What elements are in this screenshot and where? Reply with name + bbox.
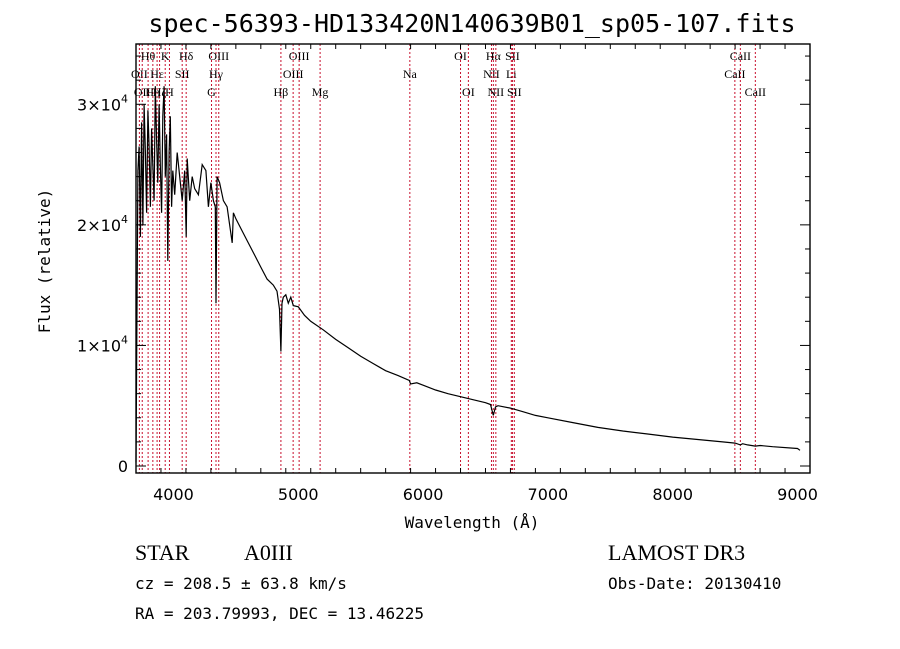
line-label-3: Hη bbox=[145, 85, 160, 99]
coordinates: RA = 203.79993, DEC = 13.46225 bbox=[135, 604, 424, 623]
chart-title: spec-56393-HD133420N140639B01_sp05-107.f… bbox=[148, 9, 795, 38]
line-label-7: H bbox=[165, 85, 174, 99]
obs-date: Obs-Date: 20130410 bbox=[608, 574, 781, 593]
x-tick-label-8000: 8000 bbox=[652, 485, 693, 504]
x-tick-label-4000: 4000 bbox=[153, 485, 194, 504]
line-label-17: Na bbox=[403, 67, 418, 81]
line-label-0: OII bbox=[131, 67, 148, 81]
x-axis-ticks: 4000 5000 6000 7000 8000 9000 bbox=[135, 44, 818, 504]
redshift-info: cz = 208.5 ± 63.8 km/s bbox=[135, 574, 347, 593]
line-label-15: OIII bbox=[289, 49, 310, 63]
x-tick-label-5000: 5000 bbox=[278, 485, 319, 504]
y-tick-mantissa-3: 3×10 bbox=[77, 95, 121, 114]
y-tick-mantissa-2: 2×10 bbox=[77, 216, 121, 235]
y-tick-label-2: 2×104 bbox=[77, 213, 128, 235]
line-label-18: OI bbox=[454, 49, 467, 63]
line-label-19: OI bbox=[462, 85, 475, 99]
x-axis-label: Wavelength (Å) bbox=[405, 513, 540, 532]
survey-name: LAMOST DR3 bbox=[608, 540, 745, 565]
y-tick-mantissa-1: 1×10 bbox=[77, 336, 121, 355]
flux-series-line bbox=[135, 86, 801, 463]
plot-frame bbox=[135, 43, 811, 474]
x-tick-label-7000: 7000 bbox=[528, 485, 569, 504]
line-label-21: Hα bbox=[486, 49, 502, 63]
line-label-1: OII bbox=[134, 85, 151, 99]
line-label-28: CaII bbox=[745, 85, 766, 99]
x-tick-label-9000: 9000 bbox=[777, 485, 818, 504]
object-type: STAR bbox=[135, 540, 190, 565]
y-tick-exponent-2: 4 bbox=[121, 213, 128, 226]
line-label-12: OIII bbox=[208, 49, 229, 63]
line-label-4: Hε bbox=[150, 67, 164, 81]
line-label-10: G bbox=[207, 85, 216, 99]
line-label-16: Mg bbox=[312, 85, 329, 99]
y-tick-label-1: 1×104 bbox=[77, 333, 128, 355]
line-label-11: Hγ bbox=[209, 67, 224, 81]
y-tick-label-0: 0 bbox=[118, 457, 128, 476]
line-label-27: CaII bbox=[730, 49, 751, 63]
line-label-22: NII bbox=[488, 85, 505, 99]
line-label-23: Li bbox=[506, 67, 517, 81]
line-label-6: K bbox=[161, 49, 170, 63]
line-label-14: OIII bbox=[283, 67, 304, 81]
y-tick-mantissa-0: 0 bbox=[118, 457, 128, 476]
y-tick-exponent-3: 4 bbox=[121, 92, 128, 105]
line-label-13: Hβ bbox=[274, 85, 289, 99]
line-label-5: Hζ bbox=[153, 85, 167, 99]
line-label-8: SII bbox=[175, 67, 190, 81]
line-label-2: Hθ bbox=[141, 49, 156, 63]
x-tick-label-6000: 6000 bbox=[403, 485, 444, 504]
y-axis-label: Flux (relative) bbox=[35, 189, 54, 334]
line-label-9: Hδ bbox=[179, 49, 194, 63]
line-label-26: CaII bbox=[724, 67, 745, 81]
y-tick-exponent-1: 4 bbox=[121, 333, 128, 346]
line-label-24: SII bbox=[505, 49, 520, 63]
line-markers: OIIOIIHθHηHεHζKHSIIHδGHγOIIIHβOIIIOIIIMg… bbox=[131, 44, 766, 473]
subclass: A0III bbox=[244, 540, 293, 565]
y-tick-label-3: 3×104 bbox=[77, 92, 128, 114]
line-label-25: SII bbox=[507, 85, 522, 99]
line-label-20: NII bbox=[483, 67, 500, 81]
